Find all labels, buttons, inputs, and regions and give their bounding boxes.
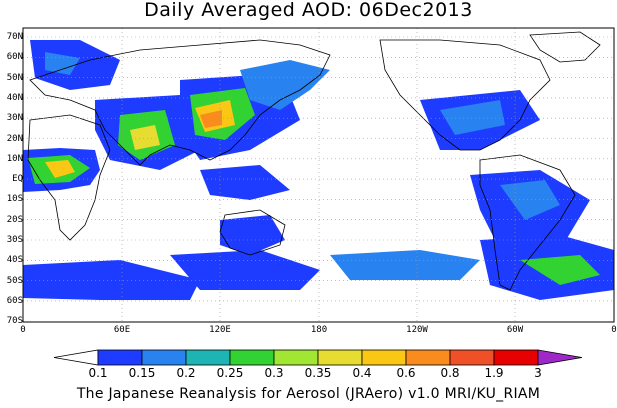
colorbar-box	[449, 349, 495, 366]
colorbar-box	[273, 349, 319, 366]
footer-credit: The Japanese Reanalysis for Aerosol (JRA…	[76, 386, 541, 402]
lon-label: 120W	[406, 325, 428, 335]
map-title: Daily Averaged AOD: 06Dec2013	[144, 0, 473, 21]
aod-region-china-peak	[200, 110, 222, 128]
lat-label: 60S	[6, 295, 23, 306]
lat-label: 50N	[6, 72, 23, 83]
colorbar-box	[97, 349, 143, 366]
map-frame	[22, 27, 615, 323]
colorbar-level-label: 0.35	[304, 366, 332, 380]
lon-label: 120E	[209, 325, 231, 335]
lon-label: 60W	[506, 325, 524, 335]
aod-region-pacific-plume	[240, 60, 330, 110]
colorbar-level-label: 0.8	[440, 366, 460, 380]
aod-region-southern-ocean-1	[23, 260, 200, 300]
aod-region-india-core	[130, 125, 160, 150]
colorbar-level-label: 0.25	[216, 366, 244, 380]
colorbar-level-label: 0.4	[352, 366, 372, 380]
colorbar-box	[317, 349, 363, 366]
lon-label: 0	[20, 325, 26, 335]
colorbar-level-label: 3	[534, 366, 542, 380]
aod-region-southern-ocean-3	[330, 250, 480, 280]
colorbar-high-triangle	[537, 349, 583, 366]
colorbar-level-label: 0.1	[88, 366, 108, 380]
colorbar	[53, 349, 583, 366]
colorbar-low-triangle	[53, 349, 99, 366]
colorbar-box	[405, 349, 451, 366]
lat-label: EQ	[12, 174, 23, 185]
aod-region-indonesia	[200, 165, 290, 200]
coastline-africa	[27, 114, 111, 241]
aod-region-so-core	[520, 255, 600, 285]
colorbar-box	[361, 349, 407, 366]
coastline-north-america	[379, 39, 551, 151]
lat-label: 20S	[6, 214, 23, 225]
lon-label: 180	[310, 325, 328, 335]
colorbar-level-label: 1.9	[484, 366, 504, 380]
lat-label: 10S	[6, 194, 23, 205]
lat-label: 10N	[6, 153, 23, 164]
colorbar-level-label: 0.2	[176, 366, 196, 380]
colorbar-box	[229, 349, 275, 366]
lat-label: 40S	[6, 255, 23, 266]
lat-label: 20N	[6, 133, 23, 144]
colorbar-box	[141, 349, 187, 366]
lat-label: 70S	[6, 316, 23, 327]
colorbar-box	[493, 349, 539, 366]
coastline-greenland	[529, 31, 601, 63]
aod-region-sa-core	[500, 180, 560, 220]
lat-label: 50S	[6, 275, 23, 286]
lat-label: 60N	[6, 52, 23, 63]
lat-label: 30S	[6, 235, 23, 245]
lon-label: 60E	[113, 325, 131, 335]
lon-label: 0	[611, 325, 617, 335]
coastline-australia	[219, 209, 286, 256]
coastlines	[27, 31, 601, 291]
aod-region-australia	[220, 215, 285, 255]
colorbar-level-label: 0.15	[128, 366, 156, 380]
colorbar-level-label: 0.3	[264, 366, 284, 380]
aod-region-na-core	[440, 100, 505, 135]
colorbar-level-label: 0.6	[396, 366, 416, 380]
aod-region-europe-mid	[45, 52, 80, 75]
aod-shading	[23, 40, 614, 300]
lat-label: 30N	[6, 113, 23, 124]
lat-label: 40N	[6, 92, 23, 103]
graticule	[23, 28, 614, 322]
lat-label: 70N	[6, 32, 23, 42]
aod-region-africa-core	[45, 160, 75, 178]
coastline-south-america	[479, 154, 576, 291]
coastline-eurasia	[29, 39, 331, 166]
colorbar-box	[185, 349, 231, 366]
